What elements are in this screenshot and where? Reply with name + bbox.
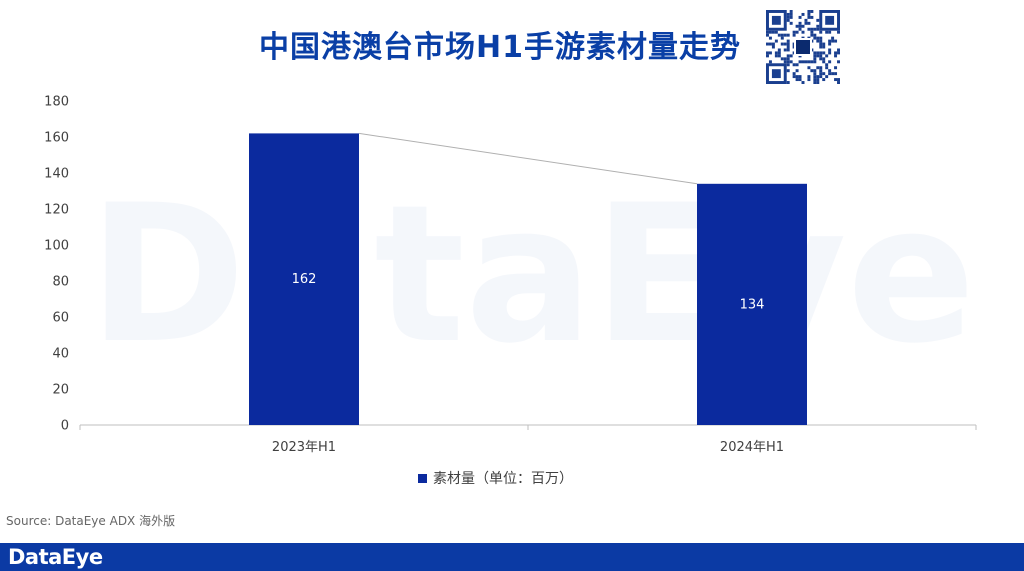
- y-tick-label: 180: [44, 95, 69, 110]
- y-tick-label: 140: [44, 167, 69, 182]
- footer-logo: DataEye: [8, 545, 103, 569]
- x-tick-label: 2023年H1: [272, 440, 336, 455]
- watermark: DataEye: [88, 164, 975, 385]
- bar: [249, 133, 359, 425]
- data-label: 134: [740, 297, 765, 312]
- footer-bar: DataEye: [0, 543, 1024, 571]
- y-tick-label: 0: [61, 419, 69, 434]
- y-tick-label: 160: [44, 131, 69, 146]
- x-tick-label: 2024年H1: [720, 440, 784, 455]
- bar: [697, 183, 807, 425]
- bar-chart: DataEye 0 20 40 60 80 100 120 140 160 180 162 2023…: [44, 95, 977, 487]
- qr-code: [766, 10, 840, 84]
- y-tick-label: 40: [52, 347, 69, 362]
- y-tick-label: 120: [44, 203, 69, 218]
- data-label: 162: [292, 272, 317, 287]
- y-tick-label: 100: [44, 239, 69, 254]
- y-tick-label: 80: [52, 275, 69, 290]
- source-note: Source: DataEye ADX 海外版: [6, 514, 176, 528]
- y-tick-label: 20: [52, 383, 69, 398]
- legend-swatch: [418, 474, 427, 483]
- series-connector-line: [358, 132, 698, 185]
- legend-label: 素材量（单位：百万）: [433, 471, 573, 487]
- y-tick-label: 60: [52, 311, 69, 326]
- chart-title: 中国港澳台市场H1手游素材量走势: [259, 30, 741, 65]
